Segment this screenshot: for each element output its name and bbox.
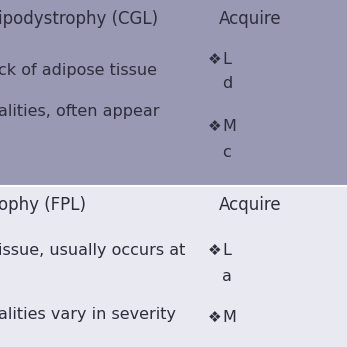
Text: ck of adipose tissue: ck of adipose tissue	[0, 63, 157, 78]
Bar	[0, 186, 347, 347]
Text: ophy (FPL): ophy (FPL)	[0, 196, 86, 214]
Text: c: c	[222, 145, 231, 160]
Text: a: a	[222, 269, 232, 283]
Text: Acquire: Acquire	[219, 196, 281, 214]
Text: ❖: ❖	[208, 311, 222, 325]
Text: Acquire: Acquire	[219, 10, 281, 27]
Text: ❖: ❖	[208, 243, 222, 258]
Text: ❖: ❖	[208, 119, 222, 134]
Bar	[0, 0, 347, 186]
Text: M: M	[222, 311, 236, 325]
Text: alities, often appear: alities, often appear	[0, 104, 160, 119]
Text: M: M	[222, 119, 236, 134]
Text: issue, usually occurs at: issue, usually occurs at	[0, 243, 186, 258]
Text: ❖: ❖	[208, 52, 222, 67]
Text: L: L	[222, 52, 231, 67]
Text: alities vary in severity: alities vary in severity	[0, 307, 176, 322]
Text: L: L	[222, 243, 231, 258]
Text: ipodystrophy (CGL): ipodystrophy (CGL)	[0, 10, 158, 27]
Text: d: d	[222, 76, 232, 91]
